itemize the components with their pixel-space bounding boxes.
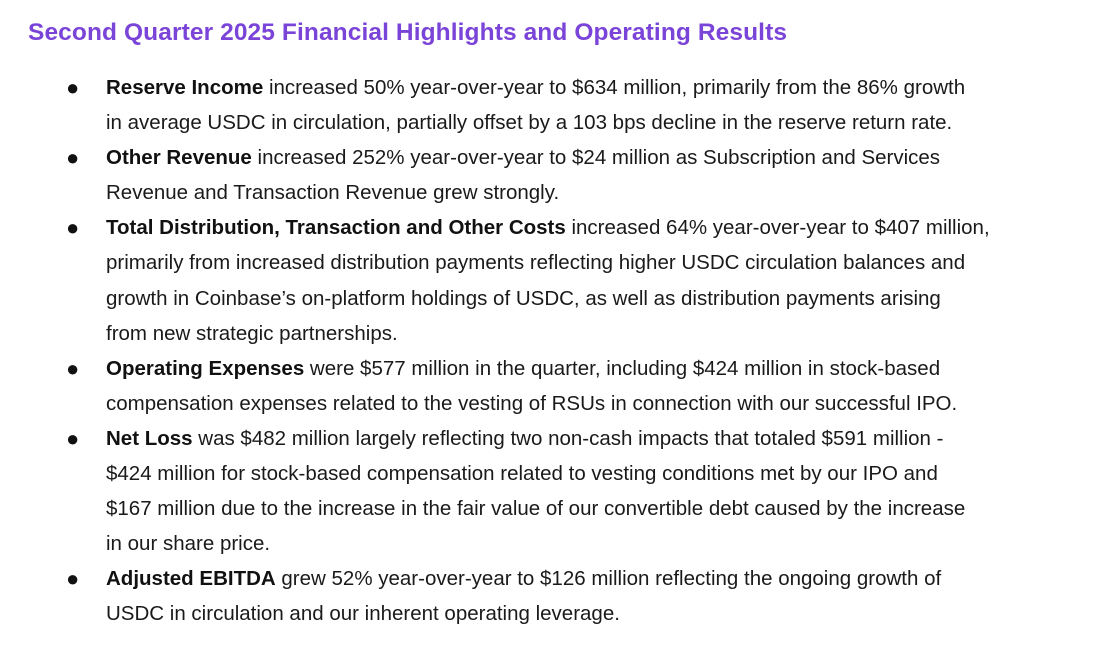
item-text: in our share price.	[106, 532, 271, 556]
list-item: ● Adjusted EBITDA grew 52% year-over-yea…	[66, 561, 1102, 631]
bullet-line: Net Loss was $482 million largely reflec…	[106, 421, 1102, 456]
bullet-icon: ●	[66, 425, 80, 451]
item-text: from new strategic partnerships.	[106, 321, 398, 345]
bullet-line: Operating Expenses were $577 million in …	[106, 351, 1102, 386]
list-item: ● Total Distribution, Transaction and Ot…	[66, 210, 1102, 350]
item-text: Revenue and Transaction Revenue grew str…	[106, 181, 560, 205]
bullet-line: Total Distribution, Transaction and Othe…	[106, 210, 1102, 245]
item-text: increased 50% year-over-year to $634 mil…	[263, 76, 966, 99]
list-item: ● Net Loss was $482 million largely refl…	[66, 421, 1102, 561]
item-lead: Adjusted EBITDA	[106, 567, 276, 591]
item-lead: Net Loss	[106, 426, 193, 450]
list-item: ● Operating Expenses were $577 million i…	[66, 351, 1102, 421]
item-text: was $482 million largely reflecting two …	[192, 426, 944, 450]
bullet-line: Reserve Income increased 50% year-over-y…	[106, 70, 1102, 105]
item-text: primarily from increased distribution pa…	[106, 251, 966, 275]
item-text: in average USDC in circulation, partiall…	[106, 111, 953, 135]
list-item: ● Other Revenue increased 252% year-over…	[66, 140, 1102, 210]
item-text: compensation expenses related to the ves…	[106, 391, 958, 415]
item-text: increased 64% year-over-year to $407 mil…	[565, 216, 990, 240]
item-text: increased 252% year-over-year to $24 mil…	[251, 146, 941, 170]
item-text: $167 million due to the increase in the …	[106, 497, 966, 521]
item-lead: Other Revenue	[106, 146, 252, 170]
item-text: $424 million for stock-based compensatio…	[106, 462, 938, 486]
bullet-icon: ●	[66, 145, 80, 171]
item-lead: Reserve Income	[106, 76, 264, 99]
section-heading: Second Quarter 2025 Financial Highlights…	[28, 19, 788, 46]
bullet-icon: ●	[66, 215, 80, 241]
bullet-line: Adjusted EBITDA grew 52% year-over-year …	[106, 561, 1102, 596]
item-lead: Operating Expenses	[106, 356, 305, 380]
list-item: ● Reserve Income increased 50% year-over…	[66, 70, 1102, 140]
item-text: grew 52% year-over-year to $126 million …	[275, 567, 942, 591]
item-text: USDC in circulation and our inherent ope…	[106, 602, 620, 626]
item-text: were $577 million in the quarter, includ…	[304, 356, 941, 380]
highlights-list: ● Reserve Income increased 50% year-over…	[66, 70, 1102, 632]
bullet-icon: ●	[66, 355, 80, 381]
item-text: growth in Coinbase’s on-platform holding…	[106, 286, 941, 310]
bullet-icon: ●	[66, 75, 80, 100]
bullet-icon: ●	[66, 566, 80, 592]
item-lead: Total Distribution, Transaction and Othe…	[106, 216, 566, 240]
bullet-line: Other Revenue increased 252% year-over-y…	[106, 140, 1102, 175]
